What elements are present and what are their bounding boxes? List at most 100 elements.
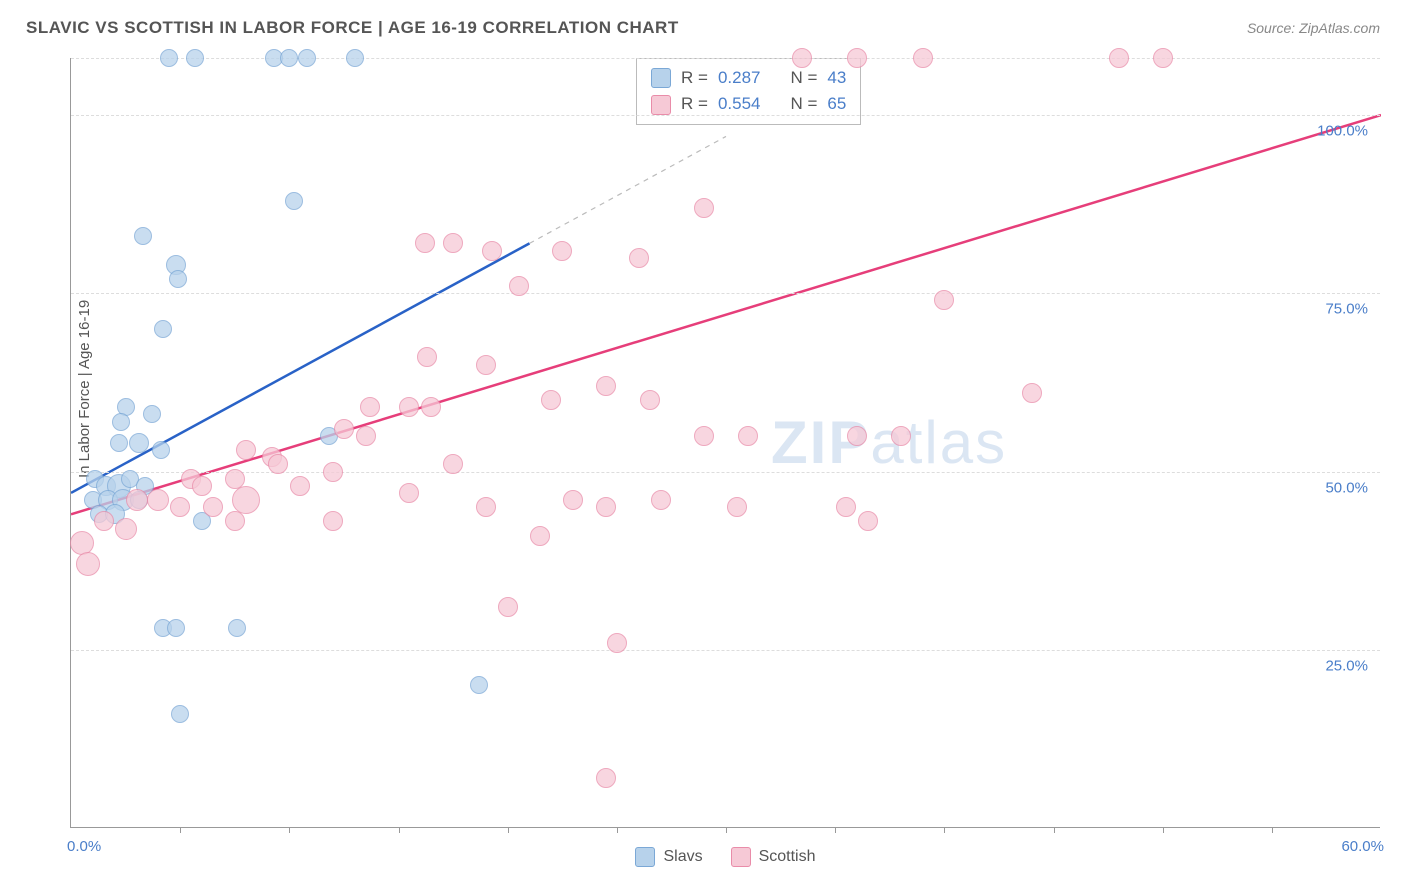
data-point [170, 497, 190, 517]
data-point [891, 426, 911, 446]
stat-n-label: N = [790, 65, 817, 91]
x-tick [399, 827, 400, 833]
data-point [443, 233, 463, 253]
data-point [1153, 48, 1173, 68]
gridline [71, 472, 1380, 473]
data-point [186, 49, 204, 67]
data-point [694, 426, 714, 446]
data-point [399, 397, 419, 417]
data-point [498, 597, 518, 617]
data-point [290, 476, 310, 496]
data-point [129, 433, 149, 453]
data-point [727, 497, 747, 517]
x-tick [508, 827, 509, 833]
plot-area: ZIPatlas R = 0.287N = 43R = 0.554N = 65 … [70, 58, 1380, 828]
legend-label: Slavs [663, 848, 702, 866]
x-tick [617, 827, 618, 833]
legend-label: Scottish [759, 848, 816, 866]
correlation-chart: In Labor Force | Age 16-19 ZIPatlas R = … [50, 58, 1380, 828]
data-point [285, 192, 303, 210]
stats-row: R = 0.554 N = 65 [651, 91, 846, 117]
swatch-icon [651, 95, 671, 115]
x-tick [180, 827, 181, 833]
x-max-label: 60.0% [1341, 838, 1384, 855]
data-point [421, 397, 441, 417]
series-legend: Slavs Scottish [71, 847, 1380, 867]
data-point [76, 552, 100, 576]
stats-row: R = 0.287 N = 43 [651, 65, 846, 91]
swatch-icon [635, 847, 655, 867]
data-point [629, 248, 649, 268]
gridline [71, 293, 1380, 294]
data-point [70, 531, 94, 555]
legend-item: Slavs [635, 847, 702, 867]
data-point [415, 233, 435, 253]
data-point [1022, 383, 1042, 403]
stat-r-value: 0.287 [718, 65, 761, 91]
stat-r-value: 0.554 [718, 91, 761, 117]
data-point [640, 390, 660, 410]
x-tick [1272, 827, 1273, 833]
page-title: SLAVIC VS SCOTTISH IN LABOR FORCE | AGE … [26, 18, 679, 38]
stat-n-value: 65 [827, 91, 846, 117]
data-point [126, 489, 148, 511]
stat-n-label: N = [790, 91, 817, 117]
data-point [476, 355, 496, 375]
data-point [152, 441, 170, 459]
data-point [280, 49, 298, 67]
data-point [346, 49, 364, 67]
stat-r-label: R = [681, 65, 708, 91]
data-point [167, 619, 185, 637]
data-point [323, 511, 343, 531]
stat-n-value: 43 [827, 65, 846, 91]
x-tick [726, 827, 727, 833]
data-point [228, 619, 246, 637]
data-point [360, 397, 380, 417]
x-tick [289, 827, 290, 833]
data-point [847, 426, 867, 446]
x-min-label: 0.0% [67, 838, 101, 855]
stat-r-label: R = [681, 91, 708, 117]
x-tick [944, 827, 945, 833]
trendlines [71, 58, 1381, 828]
data-point [530, 526, 550, 546]
data-point [552, 241, 572, 261]
gridline [71, 650, 1380, 651]
y-tick-label: 100.0% [1317, 123, 1368, 140]
y-tick-label: 25.0% [1325, 657, 1368, 674]
data-point [596, 376, 616, 396]
x-tick [1163, 827, 1164, 833]
swatch-icon [651, 68, 671, 88]
data-point [443, 454, 463, 474]
data-point [847, 48, 867, 68]
y-tick-label: 75.0% [1325, 301, 1368, 318]
data-point [334, 419, 354, 439]
data-point [160, 49, 178, 67]
data-point [563, 490, 583, 510]
data-point [115, 518, 137, 540]
data-point [298, 49, 316, 67]
data-point [792, 48, 812, 68]
data-point [913, 48, 933, 68]
swatch-icon [731, 847, 751, 867]
data-point [192, 476, 212, 496]
data-point [147, 489, 169, 511]
x-tick [835, 827, 836, 833]
gridline [71, 115, 1380, 116]
legend-item: Scottish [731, 847, 816, 867]
data-point [651, 490, 671, 510]
data-point [154, 320, 172, 338]
data-point [112, 413, 130, 431]
data-point [482, 241, 502, 261]
data-point [417, 347, 437, 367]
data-point [399, 483, 419, 503]
data-point [225, 511, 245, 531]
data-point [1109, 48, 1129, 68]
y-tick-label: 50.0% [1325, 479, 1368, 496]
data-point [203, 497, 223, 517]
source-credit: Source: ZipAtlas.com [1247, 20, 1380, 36]
header: SLAVIC VS SCOTTISH IN LABOR FORCE | AGE … [0, 0, 1406, 48]
data-point [169, 270, 187, 288]
data-point [596, 768, 616, 788]
data-point [596, 497, 616, 517]
